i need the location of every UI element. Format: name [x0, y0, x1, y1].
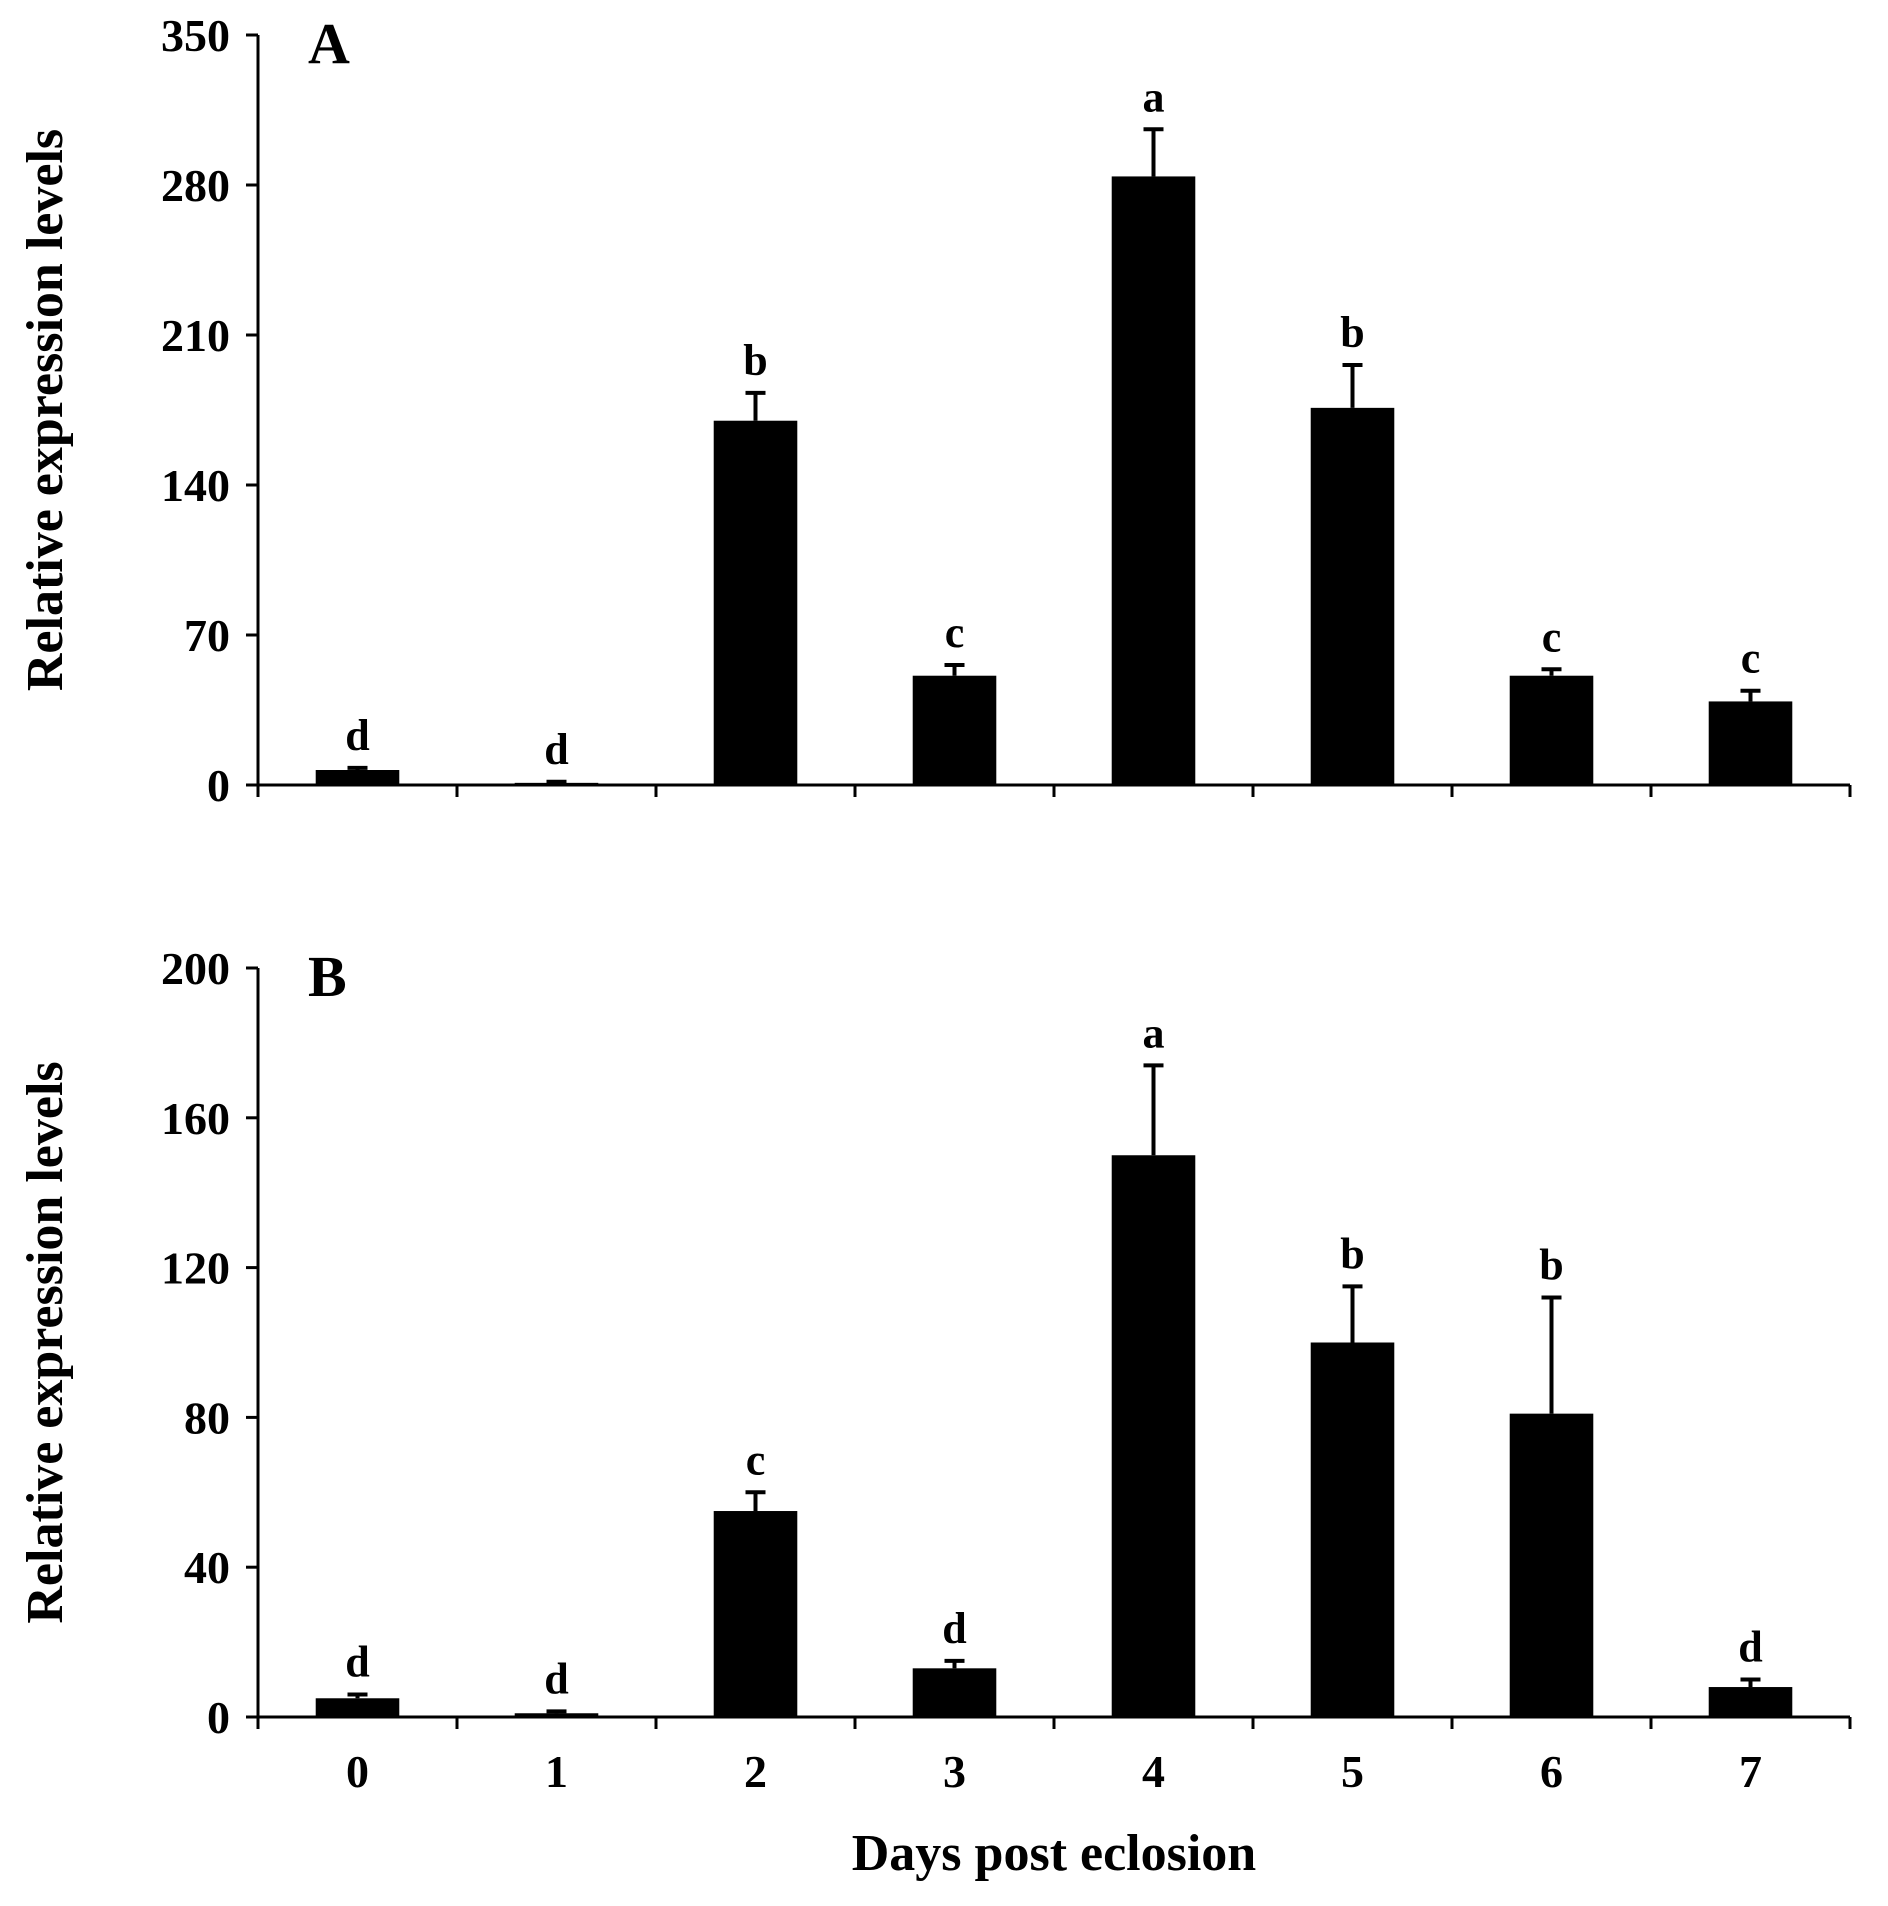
- y-tick-label: 0: [207, 1692, 230, 1743]
- y-axis-title: Relative expression levels: [17, 1061, 74, 1623]
- x-axis-title: Days post eclosion: [852, 1825, 1257, 1882]
- significance-label: c: [1741, 634, 1761, 683]
- significance-label: d: [942, 1604, 966, 1653]
- x-tick-label: 3: [943, 1746, 966, 1797]
- bar-day-2: [713, 1511, 798, 1717]
- x-tick-label: 5: [1341, 1746, 1364, 1797]
- y-tick-label: 200: [161, 943, 230, 994]
- significance-label: d: [544, 1654, 568, 1703]
- significance-label: c: [945, 608, 965, 657]
- significance-label: b: [1340, 308, 1364, 357]
- x-tick-label: 0: [346, 1746, 369, 1797]
- bar-day-5: [1310, 407, 1395, 785]
- bar-day-7: [1708, 701, 1793, 785]
- chart-panel-b: 0 40 80 120 160 200 d 0 d 1 c 2 d 3 a 4 b 5 b 6 d 7 B Relative …: [17, 943, 1852, 1882]
- y-tick-label: 80: [184, 1392, 230, 1443]
- significance-label: d: [345, 711, 369, 760]
- bar-day-5: [1310, 1342, 1395, 1717]
- bar-day-0: [315, 770, 400, 785]
- y-tick-label: 140: [161, 460, 230, 511]
- x-tick-label: 1: [545, 1746, 568, 1797]
- bar-day-7: [1708, 1687, 1793, 1717]
- y-tick-label: 210: [161, 310, 230, 361]
- x-tick-label: 7: [1739, 1746, 1762, 1797]
- x-tick-label: 4: [1142, 1746, 1165, 1797]
- x-tick-label: 2: [744, 1746, 767, 1797]
- y-axis-title: Relative expression levels: [17, 129, 74, 691]
- chart-panel-a: 0 70 140 210 280 350 d d b c a b c c A Relative express…: [17, 10, 1852, 811]
- significance-label: d: [1738, 1623, 1762, 1672]
- y-tick-label: 70: [184, 610, 230, 661]
- y-tick-label: 120: [161, 1243, 230, 1294]
- significance-label: a: [1143, 72, 1165, 121]
- x-tick-label: 6: [1540, 1746, 1563, 1797]
- bar-day-6: [1509, 1413, 1594, 1717]
- bar-day-1: [514, 782, 599, 785]
- bar-day-4: [1111, 1155, 1196, 1717]
- y-tick-label: 280: [161, 160, 230, 211]
- significance-label: b: [1340, 1229, 1364, 1278]
- bar-day-3: [912, 675, 997, 785]
- panel-label: A: [308, 11, 350, 76]
- panel-label: B: [308, 944, 347, 1009]
- bar-day-1: [514, 1713, 599, 1717]
- bar-day-4: [1111, 176, 1196, 785]
- significance-label: b: [743, 336, 767, 385]
- significance-label: a: [1143, 1008, 1165, 1057]
- significance-label: d: [345, 1638, 369, 1687]
- bar-day-2: [713, 420, 798, 785]
- bar-day-3: [912, 1668, 997, 1717]
- bar-day-6: [1509, 675, 1594, 785]
- significance-label: c: [1542, 612, 1562, 661]
- significance-label: d: [544, 725, 568, 774]
- y-tick-label: 160: [161, 1093, 230, 1144]
- y-tick-label: 0: [207, 760, 230, 811]
- bar-day-0: [315, 1698, 400, 1717]
- significance-label: c: [746, 1435, 766, 1484]
- y-tick-label: 350: [161, 10, 230, 61]
- y-tick-label: 40: [184, 1542, 230, 1593]
- significance-label: b: [1539, 1241, 1563, 1290]
